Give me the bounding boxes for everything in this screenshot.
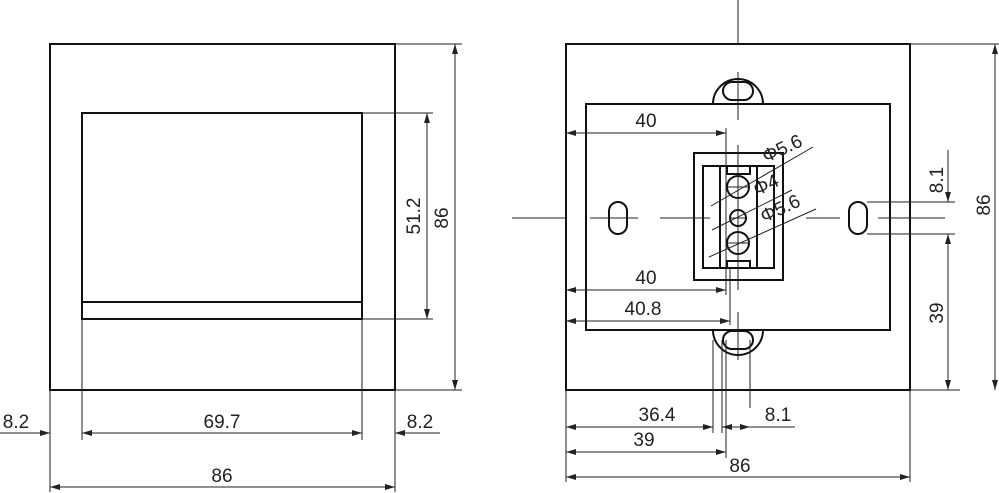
left-frame-outline	[49, 43, 396, 391]
dim-top-offset: 40	[635, 111, 656, 132]
dim-frame-width: 86	[211, 466, 232, 487]
dim-inner-height: 51.2	[404, 198, 425, 235]
left-inner-panel	[81, 112, 363, 320]
dim-frame-width-right: 86	[729, 456, 750, 477]
dim-frame-height: 86	[432, 207, 453, 228]
right-slot	[848, 201, 868, 235]
dim-bottom-offset: 40	[635, 268, 656, 289]
dim-pin-spacing: 8.1	[765, 405, 791, 426]
dim-39: 39	[633, 430, 654, 451]
diameter-middle: Φ4	[750, 170, 783, 200]
dim-left-margin: 8.2	[3, 412, 29, 433]
dim-40-8: 40.8	[625, 299, 662, 320]
dim-inner-width: 69.7	[204, 412, 241, 433]
dim-frame-height-right: 86	[974, 194, 995, 215]
dim-right-margin: 8.2	[407, 412, 433, 433]
dim-lower-height: 39	[927, 302, 948, 323]
left-view: 51.2 86 8.2 69.7 8.2 86	[0, 43, 462, 492]
right-view: 40 40 40.8 Φ5.6 Φ4 Φ5.6 8.1 39 86 36.4 8…	[512, 0, 999, 482]
dim-36-4: 36.4	[639, 405, 676, 426]
center-lines	[512, 0, 945, 360]
dim-slot-spacing: 8.1	[927, 167, 948, 193]
